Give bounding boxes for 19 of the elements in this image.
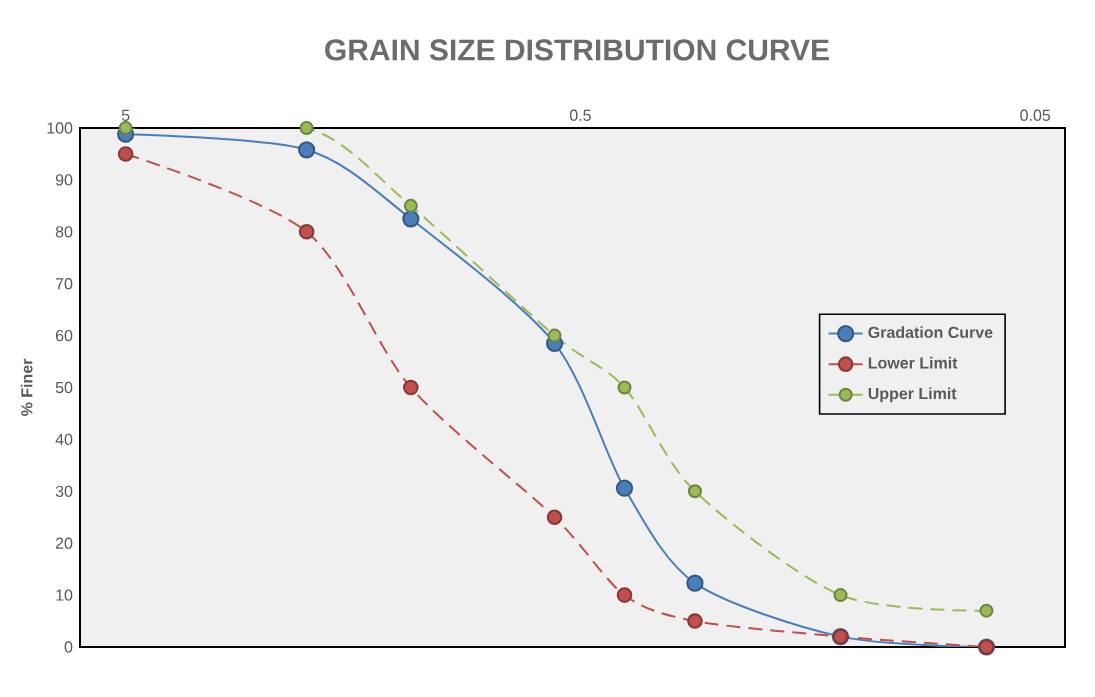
legend-label: Gradation Curve — [868, 326, 993, 339]
x-tick-label: 0.05 — [1020, 109, 1051, 121]
y-tick-label: 70 — [55, 278, 73, 290]
x-tick-label: 5 — [121, 109, 130, 121]
legend-label: Upper Limit — [868, 387, 957, 403]
y-axis-title: % Finer — [20, 358, 33, 416]
y-tick-label: 0 — [64, 641, 73, 653]
y-tick-label: 20 — [55, 537, 73, 549]
legend-label: Lower Limit — [868, 356, 958, 369]
x-tick-label: 0.5 — [569, 109, 591, 121]
y-tick-label: 60 — [55, 329, 73, 342]
y-tick-label: 100 — [47, 122, 73, 134]
chart-title: GRAIN SIZE DISTRIBUTION CURVE — [325, 39, 829, 61]
y-tick-label: 40 — [55, 433, 73, 446]
y-tick-label: 80 — [55, 226, 73, 238]
y-tick-label: 10 — [56, 589, 73, 601]
y-tick-label: 50 — [55, 381, 73, 394]
y-tick-label: 90 — [55, 174, 73, 186]
y-tick-label: 30 — [55, 485, 73, 497]
